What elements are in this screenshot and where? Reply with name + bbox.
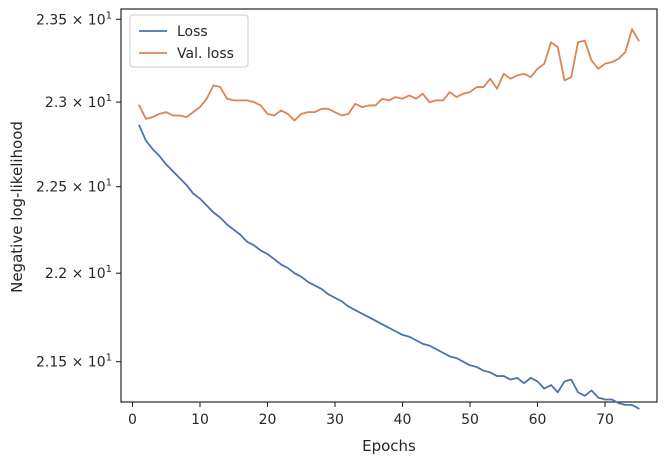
legend-box (129, 14, 249, 68)
y-tick-label: 2.25 × 101 (36, 178, 112, 196)
y-axis-ticks: 2.15 × 101 2.2 × 101 2.25 × 101 2.3 × 101 2.… (36, 10, 121, 371)
x-tick-label: 10 (191, 412, 209, 428)
legend-label-loss: Loss (177, 24, 208, 40)
legend: Loss Val. loss (129, 14, 249, 68)
x-tick-label: 40 (394, 412, 412, 428)
series-line-val-loss (138, 28, 640, 122)
y-tick-label: 2.2 × 101 (45, 264, 112, 282)
y-tick-label: 2.35 × 101 (36, 10, 112, 28)
x-tick-label: 20 (259, 412, 277, 428)
x-tick-label: 50 (461, 412, 479, 428)
plot-frame (120, 8, 658, 403)
series-lines (138, 28, 640, 410)
y-axis-label: Negative log-likelihood (8, 121, 26, 293)
y-tick-label: 2.3 × 101 (45, 93, 112, 111)
x-axis-label: Epochs (362, 437, 416, 455)
x-tick-label: 60 (529, 412, 547, 428)
series-line-loss (138, 124, 640, 410)
x-axis-ticks: 0 10 20 30 40 50 60 70 (128, 402, 614, 428)
x-tick-label: 0 (128, 412, 137, 428)
y-tick-label: 2.15 × 101 (36, 353, 112, 371)
x-tick-label: 30 (326, 412, 344, 428)
x-tick-label: 70 (596, 412, 614, 428)
legend-label-val-loss: Val. loss (177, 46, 234, 62)
